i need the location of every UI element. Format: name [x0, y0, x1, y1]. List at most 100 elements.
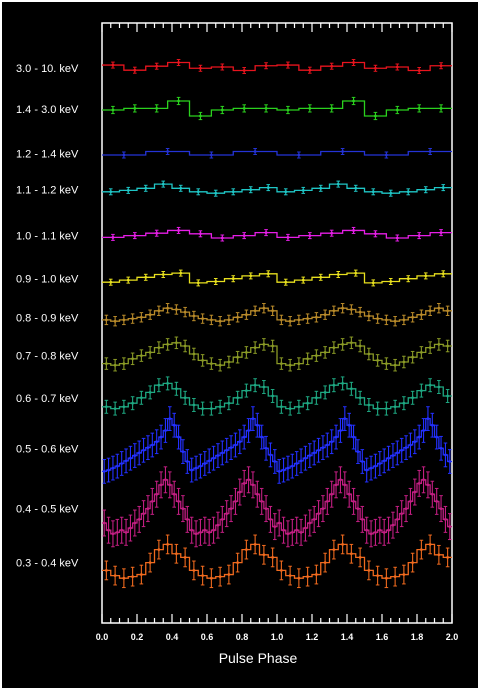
- data-point: [395, 518, 399, 521]
- data-point: [417, 69, 421, 72]
- data-point: [277, 521, 281, 525]
- data-point: [209, 576, 213, 580]
- data-point: [174, 341, 178, 345]
- data-point: [144, 275, 148, 279]
- data-point: [441, 272, 445, 276]
- data-point: [190, 468, 194, 472]
- data-point: [115, 530, 119, 534]
- data-point: [209, 318, 213, 322]
- data-point: [389, 280, 393, 283]
- data-point: [378, 528, 382, 532]
- band-label: 0.8 - 0.9 keV: [16, 312, 79, 324]
- data-point: [374, 464, 377, 468]
- data-point: [177, 500, 180, 503]
- series-step-line: [102, 61, 452, 72]
- data-point: [236, 396, 240, 400]
- data-point: [376, 574, 380, 577]
- data-point: [374, 66, 377, 70]
- data-point: [262, 343, 266, 346]
- data-point: [384, 318, 388, 322]
- data-point: [387, 456, 390, 460]
- data-point: [137, 451, 141, 455]
- data-point: [384, 407, 388, 410]
- band-label: 0.5 - 0.6 keV: [16, 443, 79, 455]
- data-point: [332, 346, 336, 349]
- data-point: [354, 271, 358, 275]
- data-point: [113, 407, 117, 410]
- data-point: [131, 575, 135, 579]
- data-point: [343, 483, 347, 487]
- data-point: [111, 63, 115, 67]
- data-point: [264, 507, 268, 510]
- data-point: [139, 354, 143, 357]
- data-point: [164, 429, 167, 432]
- data-point: [142, 512, 145, 516]
- data-point: [236, 355, 240, 359]
- data-point: [439, 64, 443, 68]
- data-point: [317, 512, 320, 516]
- series-step-line: [102, 342, 452, 366]
- data-point: [422, 478, 425, 482]
- data-point: [236, 315, 240, 319]
- data-point: [255, 423, 259, 427]
- data-point: [352, 99, 355, 103]
- data-point: [446, 394, 450, 398]
- data-point: [323, 313, 327, 317]
- data-point: [148, 313, 152, 317]
- band-label: 1.0 - 1.1 keV: [16, 231, 79, 243]
- data-point: [413, 490, 417, 494]
- data-point: [253, 543, 257, 546]
- data-point: [214, 280, 218, 283]
- data-point: [157, 346, 161, 349]
- data-point: [209, 362, 213, 365]
- data-point: [404, 446, 408, 450]
- data-point: [446, 309, 450, 313]
- data-point: [177, 99, 180, 103]
- data-point: [177, 435, 180, 439]
- data-point: [104, 362, 108, 365]
- data-point: [271, 344, 275, 348]
- data-point: [192, 352, 196, 356]
- data-point: [295, 528, 299, 532]
- data-point: [382, 459, 386, 463]
- data-point: [330, 64, 334, 68]
- data-point: [122, 318, 126, 322]
- data-point: [244, 548, 248, 551]
- x-tick-label: 1.0: [271, 632, 284, 642]
- series-curve: [102, 303, 452, 327]
- data-point: [279, 318, 283, 322]
- x-tick-label: 1.2: [306, 632, 319, 642]
- data-point: [161, 273, 165, 276]
- data-point: [133, 454, 137, 457]
- data-point: [304, 456, 307, 460]
- data-point: [124, 530, 128, 534]
- data-point: [367, 403, 371, 407]
- data-point: [212, 528, 215, 532]
- data-point: [341, 150, 345, 153]
- data-point: [247, 429, 250, 432]
- data-point: [271, 309, 275, 313]
- data-point: [199, 530, 202, 534]
- data-point: [393, 575, 397, 579]
- data-point: [220, 65, 224, 69]
- data-point: [374, 232, 377, 236]
- data-point: [264, 107, 268, 110]
- data-point: [155, 107, 159, 110]
- data-point: [332, 383, 336, 387]
- data-point: [400, 448, 404, 452]
- data-point: [435, 500, 439, 503]
- data-point: [417, 482, 421, 485]
- data-point: [247, 478, 250, 482]
- data-point: [185, 518, 189, 521]
- data-point: [183, 310, 187, 314]
- data-point: [304, 526, 307, 530]
- data-point: [391, 523, 395, 527]
- data-point: [172, 423, 176, 427]
- data-point: [404, 507, 408, 510]
- data-point: [430, 423, 434, 427]
- data-point: [402, 401, 406, 405]
- curves-group: [102, 59, 452, 589]
- data-point: [365, 468, 369, 472]
- data-point: [168, 483, 172, 487]
